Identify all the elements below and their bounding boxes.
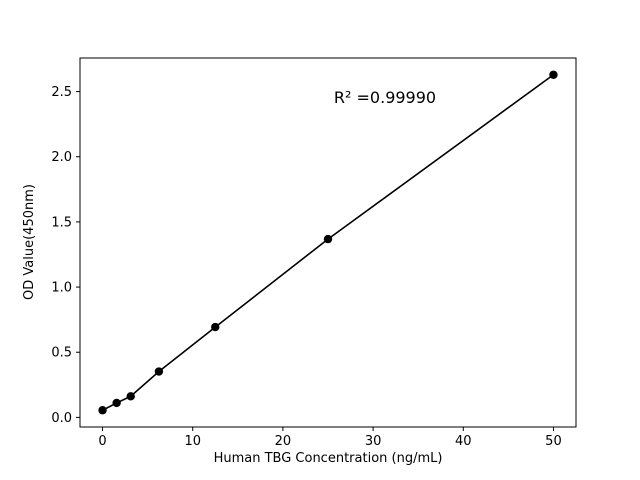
y-axis-label: OD Value(450nm): [22, 184, 37, 300]
x-tick-label: 10: [184, 434, 201, 449]
y-tick-label: 0.0: [51, 411, 72, 426]
y-tick-label: 0.5: [51, 346, 72, 361]
x-tick-label: 40: [455, 434, 472, 449]
r-squared-annotation: R² =0.99990: [334, 88, 436, 107]
x-tick-label: 30: [365, 434, 382, 449]
fit-line: [101, 73, 555, 412]
x-tick-label: 20: [275, 434, 292, 449]
y-tick-label: 2.5: [51, 85, 72, 100]
y-tick-label: 1.5: [51, 215, 72, 230]
x-tick-label: 0: [98, 434, 106, 449]
x-axis-label: Human TBG Concentration (ng/mL): [214, 451, 443, 466]
y-tick-label: 2.0: [51, 150, 72, 165]
y-tick-label: 1.0: [51, 281, 72, 296]
axes-frame: [79, 57, 577, 428]
x-tick-label: 50: [545, 434, 562, 449]
